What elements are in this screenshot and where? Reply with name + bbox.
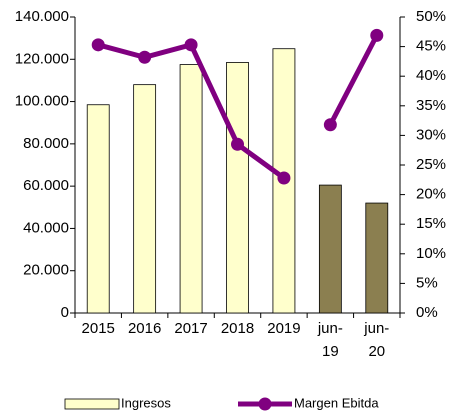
x-tick-label: 2018 [221,320,254,337]
y2-tick-label: 0% [416,304,438,321]
x-tick-label: 2019 [267,320,300,337]
line-marker [370,28,384,42]
x-tick-label-part: 19 [322,343,339,360]
y2-tick-label: 50% [416,8,446,25]
line-marker [91,38,105,52]
y2-tick-label: 30% [416,126,446,143]
y-tick-label: 20.000 [23,262,69,279]
x-tick-label: 2017 [174,320,207,337]
y-tick-label: 0 [61,304,69,321]
line-marker [277,171,291,185]
bar [133,84,157,314]
legend-label: Margen Ebitda [294,395,379,410]
x-tick-label: 2016 [128,320,161,337]
x-tick-label: jun- 19 [317,320,343,360]
legend-swatch [64,398,120,410]
y2-tick-label: 10% [416,245,446,262]
y2-tick-label: 5% [416,274,438,291]
x-tick-label-part: jun- [317,320,343,337]
y-tick-label: 100.000 [15,93,69,110]
line-marker [323,118,337,132]
line-marker [184,38,198,52]
bar [226,62,249,314]
legend-label: Ingresos [121,395,171,410]
line [328,34,380,126]
y-tick-label: 60.000 [23,177,69,194]
y-tick-label: 120.000 [15,50,69,67]
legend-swatch-marker [258,397,272,411]
y2-tick-label: 15% [416,215,446,232]
x-tick-label-part: 20 [368,343,385,360]
bar [365,202,389,314]
x-tick-label: jun- 20 [363,320,389,360]
bar [179,64,203,314]
y-tick-label: 80.000 [23,135,69,152]
bar [86,104,110,314]
y2-tick-label: 40% [416,67,446,84]
y2-tick-label: 20% [416,186,446,203]
x-tick-label: 2015 [82,320,115,337]
y2-tick-label: 25% [416,156,446,173]
y-tick-label: 140.000 [15,8,69,25]
line-marker [138,50,152,64]
bar [318,184,342,314]
y2-tick-label: 35% [416,97,446,114]
y-tick-label: 40.000 [23,219,69,236]
y2-tick-label: 45% [416,38,446,55]
x-tick-label-part: jun- [363,320,389,337]
line-marker [231,137,244,151]
